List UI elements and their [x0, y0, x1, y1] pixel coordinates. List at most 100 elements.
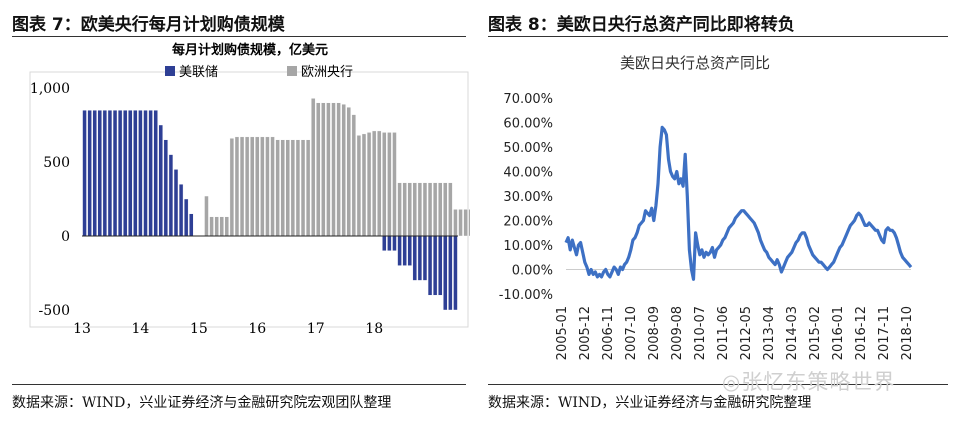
ecb-bar	[453, 209, 458, 237]
ecb-bar	[371, 130, 377, 237]
x-tick-label: 2005-12	[578, 306, 593, 360]
series-line	[564, 125, 913, 281]
legend-swatch	[165, 66, 175, 76]
y-tick-label: 0	[61, 229, 70, 245]
left-title-rule	[12, 36, 466, 37]
ecb-bar	[331, 102, 336, 237]
fed-bar	[417, 235, 423, 281]
ecb-bar	[402, 182, 407, 237]
fed-bar	[133, 109, 138, 237]
fed-bar	[168, 154, 174, 237]
y-tick-label: 70.00%	[503, 92, 553, 107]
x-tick-label: 2008-09	[647, 306, 662, 360]
fed-bar	[178, 183, 184, 237]
y-tick-label: 0.00%	[512, 264, 553, 279]
ecb-bar	[224, 216, 229, 237]
ecb-bar	[438, 182, 443, 237]
ecb-bar	[244, 136, 250, 237]
ecb-bar	[392, 132, 397, 237]
y-tick-label: 60.00%	[503, 117, 553, 132]
legend-label: 欧洲央行	[301, 65, 353, 80]
fed-bar	[97, 109, 102, 237]
ecb-bar	[311, 98, 316, 237]
fed-bar	[87, 109, 92, 237]
ecb-bar	[275, 139, 280, 237]
fed-bar	[183, 198, 189, 237]
x-tick-label: 2016-12	[854, 306, 869, 360]
x-tick-label: 15	[190, 321, 208, 337]
ecb-bar	[219, 216, 224, 237]
x-tick-label: 2010-07	[693, 306, 708, 360]
legend-label: 美联储	[179, 65, 218, 80]
fed-bar	[412, 235, 417, 281]
ecb-bar	[448, 182, 453, 237]
x-tick-label: 13	[73, 321, 91, 337]
x-tick-label: 17	[307, 321, 325, 337]
fed-bar	[112, 109, 118, 237]
ecb-bar	[346, 107, 351, 237]
ecb-bar	[209, 216, 214, 237]
y-tick-label: 20.00%	[503, 215, 553, 230]
plot-area-frame	[29, 71, 469, 328]
x-tick-label: 2017-11	[877, 306, 892, 360]
ecb-bar	[285, 139, 290, 237]
fed-bar	[189, 213, 194, 237]
ecb-bar	[234, 136, 240, 237]
ecb-bar	[326, 102, 331, 237]
y-tick-label: -500	[39, 303, 70, 319]
y-tick-label: 50.00%	[503, 141, 553, 156]
fed-bar	[392, 235, 397, 252]
fed-bar	[422, 235, 428, 281]
ecb-bar	[417, 182, 423, 237]
fed-bar	[92, 109, 97, 237]
ecb-bar	[265, 136, 270, 237]
left-source-note: 数据来源：WIND，兴业证券经济与金融研究院宏观团队整理	[12, 395, 392, 411]
y-tick-label: -10.00%	[499, 288, 553, 303]
ecb-bar	[239, 136, 245, 237]
ecb-bar	[458, 209, 463, 237]
fed-bar	[128, 109, 133, 237]
x-tick-label: 14	[131, 321, 149, 337]
x-tick-label: 2011-06	[716, 306, 731, 360]
ecb-bar	[336, 102, 341, 237]
left-panel-title: 图表 7：欧美央行每月计划购债规模	[12, 15, 285, 35]
ecb-bar	[321, 102, 326, 237]
ecb-bar	[427, 182, 433, 237]
x-tick-label: 2013-04	[762, 306, 777, 360]
ecb-bar	[260, 136, 265, 237]
ecb-bar	[300, 139, 306, 237]
fed-bar	[173, 169, 179, 237]
right-line-chart: 美欧日央行总资产同比 70.00% 60.00% 50.00% 40.00% 30.00%…	[499, 54, 915, 360]
fed-bar	[102, 109, 108, 237]
ecb-bar	[356, 135, 362, 237]
chart-title: 每月计划购债规模，亿美元	[172, 42, 328, 58]
x-tick-label: 2009-08	[670, 306, 685, 360]
ecb-bar	[397, 182, 402, 237]
ecb-bar	[443, 182, 448, 237]
x-tick-label: 2016-01	[831, 306, 846, 360]
fed-bar	[143, 109, 148, 237]
fed-bar	[148, 109, 153, 237]
x-tick-label: 16	[248, 321, 266, 337]
x-tick-label: 2018-10	[900, 306, 915, 360]
left-source-rule	[12, 384, 466, 385]
x-tick-label: 2005-01	[555, 306, 570, 360]
ecb-bar	[422, 182, 428, 237]
ecb-bar	[351, 114, 357, 237]
legend-swatch	[287, 66, 297, 76]
y-tick-label: 1,000	[30, 81, 70, 97]
ecb-bar	[366, 132, 372, 237]
x-tick-label: 2014-03	[785, 306, 800, 360]
ecb-bar	[204, 195, 209, 237]
fed-bar	[153, 109, 158, 237]
fed-bar	[82, 109, 87, 237]
fed-bar	[407, 235, 412, 266]
y-tick-label: 40.00%	[503, 166, 553, 181]
fed-bar	[117, 109, 123, 237]
ecb-bar	[377, 130, 382, 237]
fed-bar	[138, 109, 143, 237]
x-tick-label: 2015-02	[808, 306, 823, 360]
ecb-bar	[463, 209, 468, 237]
fed-bar	[123, 109, 128, 237]
fed-bar	[443, 235, 448, 311]
